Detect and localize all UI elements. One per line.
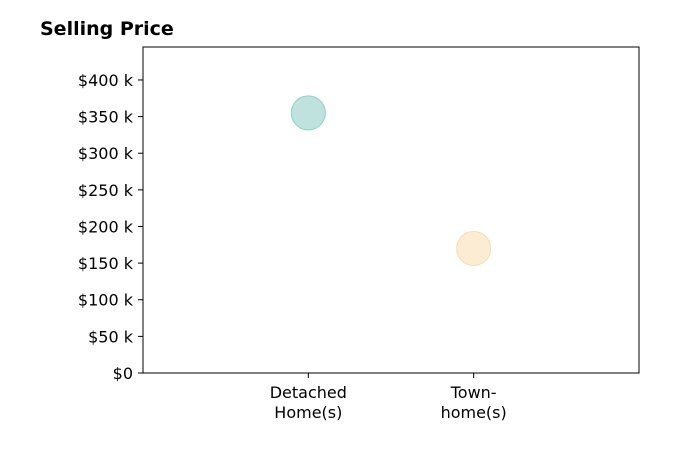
x-tick-label: Town- bbox=[450, 383, 497, 402]
data-point bbox=[290, 95, 326, 131]
y-tick-label: $0 bbox=[113, 364, 133, 383]
y-tick-label: $350 k bbox=[78, 108, 134, 127]
x-tick-label: Home(s) bbox=[274, 403, 342, 422]
y-tick-label: $100 k bbox=[78, 291, 134, 310]
plot-area-frame bbox=[142, 46, 640, 374]
y-tick-label: $200 k bbox=[78, 217, 134, 236]
data-points bbox=[290, 95, 492, 266]
y-tick-label: $400 k bbox=[78, 71, 134, 90]
y-axis: $0 $50 k $100 k $150 k $200 k $250 k $300 k $35… bbox=[78, 71, 143, 383]
y-tick-label: $250 k bbox=[78, 181, 134, 200]
data-point bbox=[456, 230, 492, 266]
y-tick-label: $300 k bbox=[78, 144, 134, 163]
x-tick-label: Detached bbox=[270, 383, 347, 402]
x-tick-label: home(s) bbox=[441, 403, 507, 422]
y-tick-label: $50 k bbox=[88, 327, 134, 346]
y-tick-label: $150 k bbox=[78, 254, 134, 273]
chart-title: Selling Price bbox=[40, 18, 174, 40]
